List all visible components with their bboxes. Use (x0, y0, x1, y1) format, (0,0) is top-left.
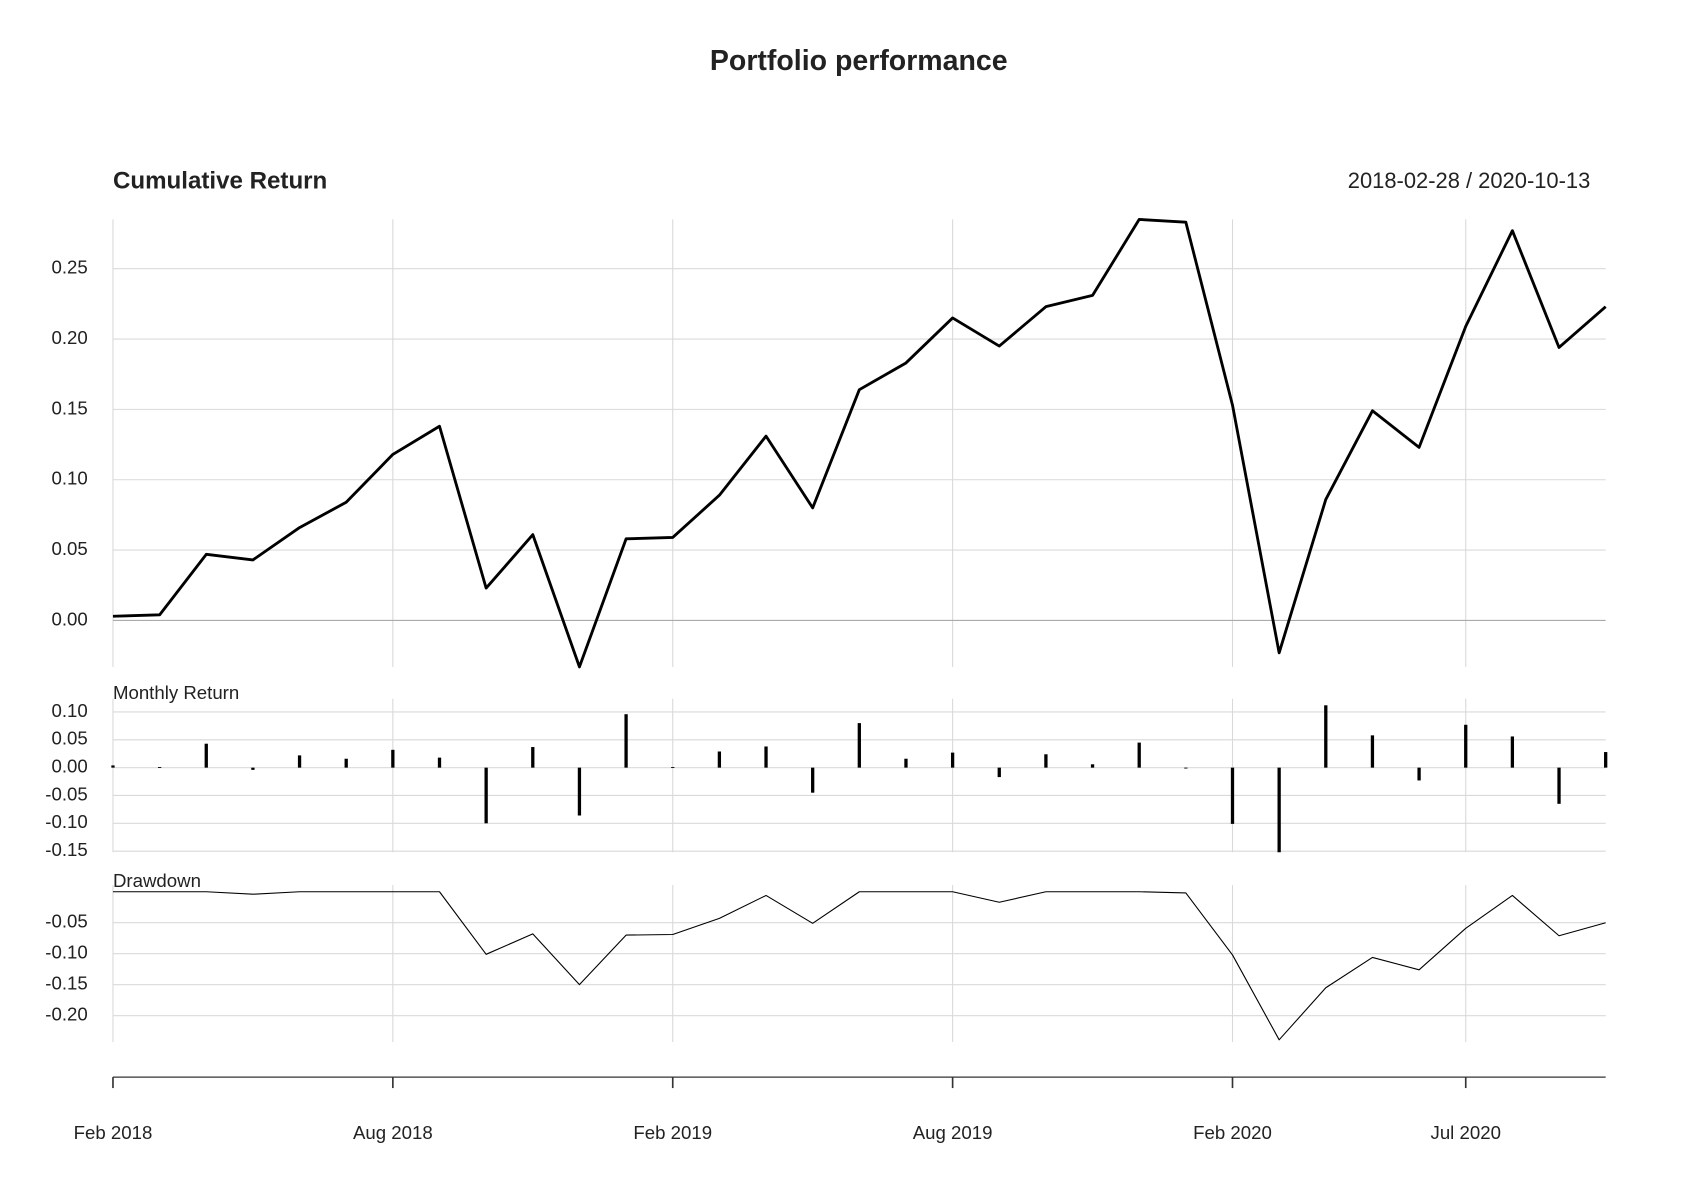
bar (437, 757, 442, 768)
line (112, 891, 1606, 1041)
x-tick-label: Aug 2019 (913, 1122, 993, 1143)
y-tick-label: -0.05 (45, 911, 87, 932)
bar (251, 767, 255, 770)
line (112, 217, 1607, 669)
y-tick-label: 0.00 (51, 608, 87, 629)
bar (1464, 724, 1468, 768)
bar (624, 714, 628, 768)
bar (297, 755, 302, 768)
x-tick-label: Feb 2019 (633, 1122, 712, 1143)
bar (157, 767, 162, 768)
y-tick-label: -0.15 (45, 839, 87, 860)
bar (811, 767, 815, 793)
chart-title: Portfolio performance (710, 45, 1008, 77)
bar (997, 767, 1001, 778)
bar (1557, 767, 1561, 804)
bar (1417, 767, 1421, 781)
y-tick-label: -0.20 (45, 1004, 87, 1025)
bar (904, 758, 908, 768)
bar (577, 767, 582, 816)
y-tick-label: 0.00 (51, 756, 87, 777)
y-tick-label: 0.10 (51, 700, 87, 721)
bar (111, 765, 115, 768)
y-tick-label: -0.10 (45, 942, 87, 963)
bar (1137, 742, 1141, 768)
bar (1184, 767, 1188, 769)
y-tick-label: 0.20 (51, 327, 87, 348)
bar (857, 723, 861, 768)
bar (717, 751, 722, 768)
bar (344, 758, 348, 768)
x-tick-label: Aug 2018 (353, 1122, 433, 1143)
bar (1090, 764, 1095, 768)
bar (1604, 752, 1608, 768)
y-tick-label: 0.05 (51, 728, 87, 749)
y-tick-label: 0.10 (51, 468, 87, 489)
bar (1044, 754, 1048, 768)
date-range: 2018-02-28 / 2020-10-13 (1348, 168, 1591, 193)
bar (391, 749, 395, 768)
y-tick-label: -0.10 (45, 811, 87, 832)
panel-title: Monthly Return (113, 682, 239, 703)
bar (484, 767, 488, 824)
y-tick-label: 0.05 (51, 538, 87, 559)
bar (1370, 735, 1375, 768)
y-tick-label: 0.25 (51, 257, 87, 278)
y-tick-label: 0.15 (51, 397, 87, 418)
x-tick-label: Jul 2020 (1431, 1122, 1501, 1143)
panel-title: Drawdown (113, 870, 201, 891)
bar (1230, 767, 1235, 824)
bar (1324, 705, 1328, 768)
x-tick-label: Feb 2020 (1193, 1122, 1272, 1143)
bar (1277, 767, 1281, 853)
bar (204, 743, 208, 768)
x-tick-label: Feb 2018 (74, 1122, 153, 1143)
bar (764, 746, 768, 768)
bar (531, 747, 535, 768)
y-tick-label: -0.15 (45, 973, 87, 994)
bar (1510, 736, 1515, 768)
y-tick-label: -0.05 (45, 783, 87, 804)
panel-title: Cumulative Return (113, 168, 327, 195)
bar (671, 767, 675, 768)
bar (950, 752, 955, 768)
